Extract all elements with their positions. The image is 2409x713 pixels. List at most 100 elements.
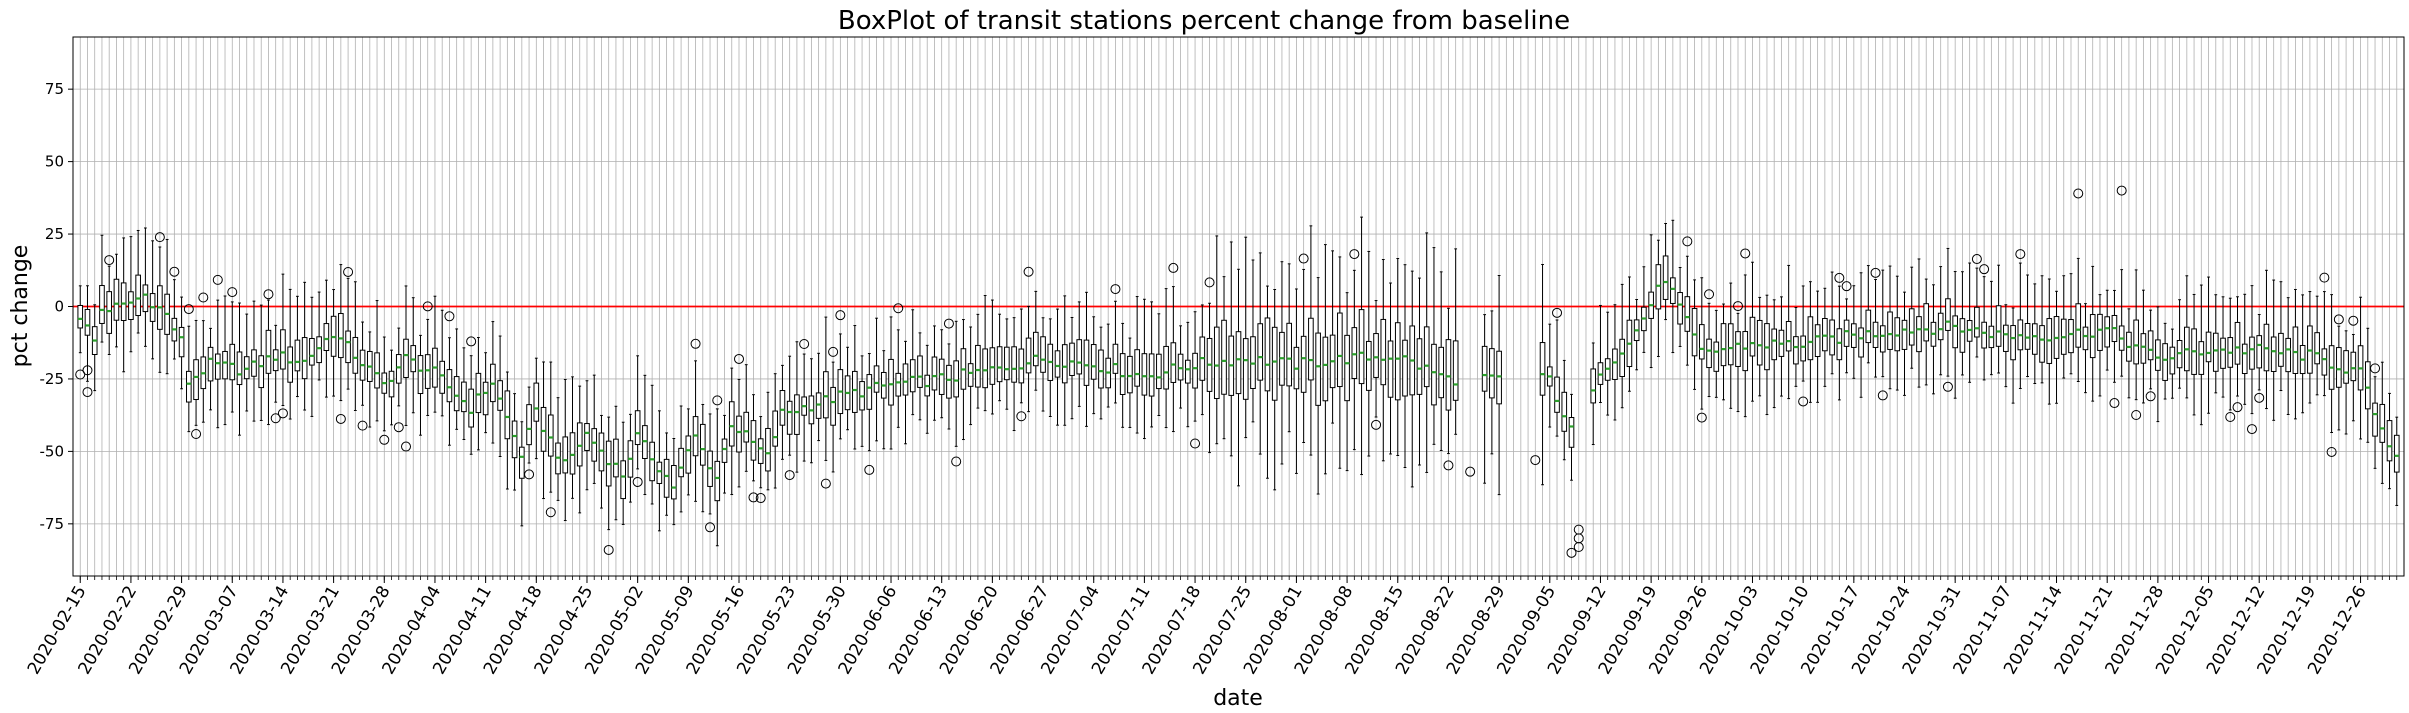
box-item	[2198, 284, 2205, 426]
outlier-point	[951, 456, 962, 467]
box-item	[1930, 284, 1937, 395]
box-body	[2198, 341, 2205, 375]
box-body	[207, 346, 214, 382]
box-item	[1764, 294, 1770, 416]
box-item	[864, 353, 875, 475]
box-item	[996, 313, 1003, 402]
box-body	[2314, 332, 2320, 365]
box-item	[712, 395, 723, 547]
box-item	[1670, 219, 1676, 354]
outlier-point	[893, 303, 904, 314]
outlier-point	[191, 429, 202, 440]
box-item	[1213, 235, 1220, 445]
outlier-point	[270, 413, 281, 424]
box-body	[301, 337, 308, 380]
outlier-point	[835, 310, 846, 321]
outlier-point	[82, 365, 93, 376]
box-item	[519, 421, 525, 527]
box-item	[591, 374, 598, 484]
box-item	[678, 405, 684, 513]
outlier-point	[1704, 289, 1715, 300]
box-item	[2314, 295, 2320, 396]
box-item	[2393, 416, 2400, 506]
box-body	[1814, 324, 1821, 358]
box-item	[728, 367, 735, 496]
outlier-point	[1530, 455, 1541, 466]
box-body	[888, 358, 894, 406]
box-body	[77, 304, 84, 329]
box-item	[2191, 293, 2197, 416]
box-item	[1371, 300, 1382, 430]
box-body	[2364, 361, 2371, 410]
outlier-point	[1552, 307, 1563, 318]
box-body	[1192, 352, 1198, 389]
box-item	[1394, 258, 1401, 456]
outlier-point	[2116, 185, 2127, 196]
box-body	[2133, 319, 2139, 365]
box-item	[2379, 361, 2386, 484]
outlier-point	[2225, 412, 2236, 423]
box-item	[1016, 308, 1027, 422]
box-item	[1778, 296, 1785, 397]
box-item	[2357, 296, 2364, 440]
box-body	[569, 432, 576, 475]
outlier-point	[104, 255, 115, 266]
outlier-point	[2333, 314, 2344, 325]
box-item	[222, 295, 228, 426]
box-body	[128, 291, 134, 320]
box-item	[1814, 290, 1821, 403]
box-item	[1293, 288, 1300, 474]
box-item	[1937, 266, 1944, 376]
box-body	[902, 363, 909, 396]
box-body	[2321, 348, 2328, 376]
box-body	[678, 447, 684, 478]
box-item	[366, 331, 373, 428]
box-body	[1322, 336, 1329, 402]
box-item	[1069, 316, 1075, 420]
box-item	[2024, 274, 2031, 377]
box-body	[1271, 326, 1278, 401]
box-body	[938, 358, 945, 395]
box-body	[2024, 322, 2031, 350]
box-body	[1416, 338, 1423, 395]
box-item	[2131, 269, 2142, 421]
box-body	[309, 337, 315, 366]
outlier-point	[1573, 524, 1584, 535]
box-body	[873, 365, 880, 393]
box-item	[2343, 330, 2349, 435]
box-body	[1373, 333, 1379, 378]
box-body	[794, 394, 800, 435]
box-item	[461, 347, 467, 440]
box-item	[2046, 278, 2053, 405]
box-item	[120, 237, 127, 373]
y-tick-label: -75	[40, 515, 65, 533]
box-body	[2031, 323, 2038, 355]
box-body	[1590, 368, 1597, 404]
box-item	[755, 416, 766, 504]
outlier-point	[2145, 391, 2156, 402]
box-body	[1358, 309, 1365, 385]
outlier-point	[1740, 248, 1751, 259]
box-item	[820, 316, 831, 489]
box-body	[1337, 312, 1343, 388]
box-item	[91, 304, 98, 392]
box-item	[142, 227, 149, 347]
box-item	[82, 285, 93, 398]
box-body	[352, 336, 359, 374]
box-body	[1394, 322, 1401, 401]
outlier-point	[524, 469, 535, 480]
box-item	[236, 302, 243, 436]
box-item	[2364, 327, 2371, 443]
box-item	[1004, 318, 1010, 410]
box-item	[2348, 315, 2359, 422]
box-item	[422, 301, 433, 416]
box-item	[169, 266, 180, 360]
box-item	[1098, 326, 1104, 420]
outlier-point	[690, 338, 701, 349]
box-item	[1979, 264, 1990, 381]
box-body	[2140, 333, 2147, 364]
box-body	[2075, 303, 2082, 348]
box-item	[1040, 317, 1046, 412]
outlier-point	[1870, 267, 1881, 278]
box-item	[388, 349, 395, 426]
